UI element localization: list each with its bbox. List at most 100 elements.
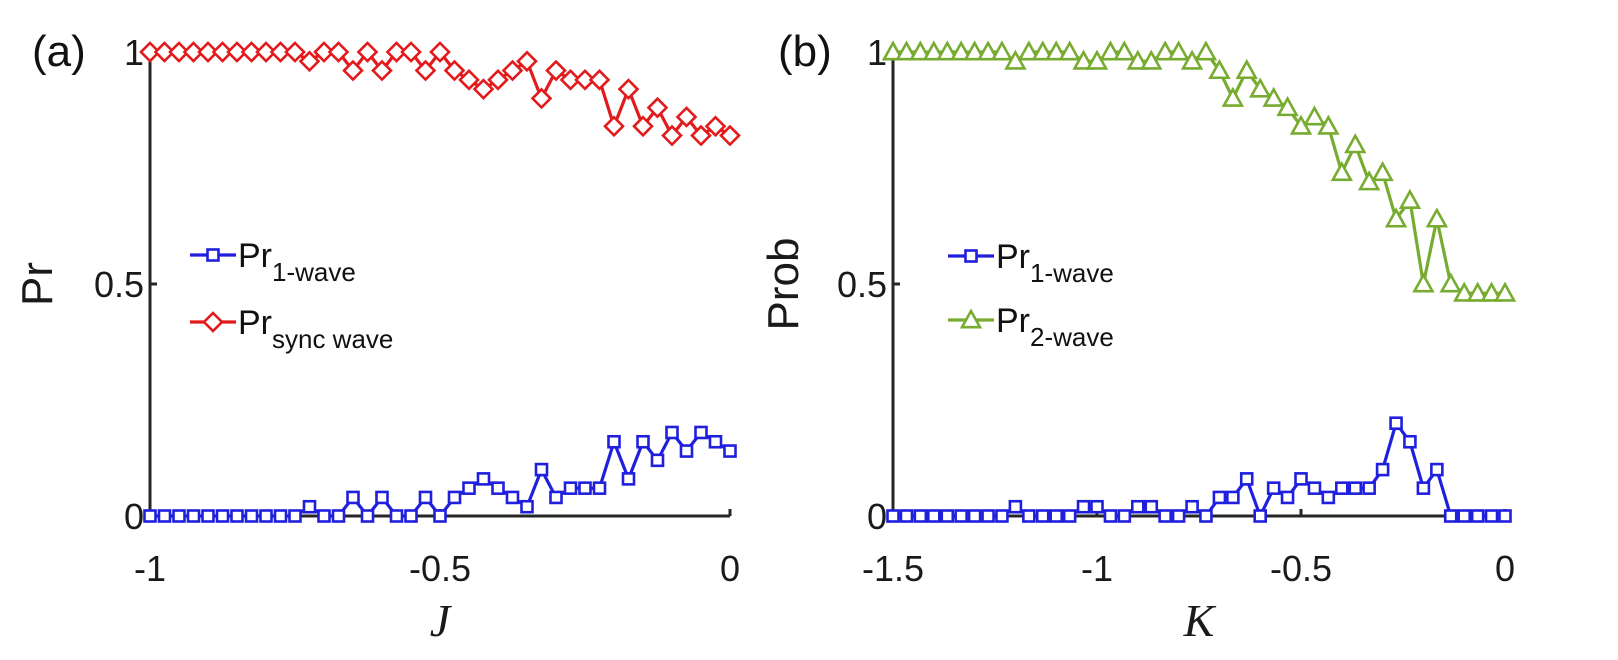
data-point-marker [418,490,433,505]
data-point-marker [1348,481,1363,495]
y-tick-label: 1 [124,32,144,73]
y-axis-label: Prob [759,238,808,331]
data-point-marker [1389,416,1403,431]
data-point-marker [559,69,582,91]
data-point-marker [704,115,727,138]
data-point-marker [665,425,679,440]
data-point-marker [621,472,636,486]
legend-label-subscript: 1-wave [272,257,356,287]
data-point-marker [617,78,640,100]
data-point-marker [592,481,607,495]
data-point-marker [990,40,1014,61]
data-point-marker [1008,499,1023,514]
data-point-marker [1239,472,1254,486]
data-point-marker [545,59,567,82]
data-point-marker [1371,160,1394,182]
data-point-marker [472,78,495,100]
legend-marker [959,308,983,329]
x-axis-label: J [430,595,453,646]
data-point-marker [211,41,234,63]
data-point-marker [1321,490,1336,505]
data-point-marker [476,472,491,486]
legend-label: Pr1-wave [996,238,1114,288]
data-point-marker [708,434,723,449]
x-tick-label: 0 [720,548,740,589]
data-point-marker [168,41,190,63]
data-point-marker [1153,40,1177,61]
data-point-marker [1185,499,1199,514]
y-axis-label: Pr [13,262,62,306]
data-point-marker [1412,272,1435,293]
data-point-marker [240,41,263,63]
data-point-marker [1452,281,1476,302]
data-point-marker [230,509,244,523]
data-point-marker [520,499,534,514]
legend-label-main: Pr [996,238,1030,276]
data-point-marker [909,40,932,61]
data-point-marker [1398,188,1422,209]
x-tick-label: -1.5 [862,548,924,589]
data-point-marker [197,41,219,63]
data-point-marker [1072,49,1095,70]
data-point-marker [1344,133,1367,154]
legend-marker [202,311,224,333]
data-point-marker [563,481,578,495]
data-point-marker [501,59,524,82]
series-2-wave [881,40,1517,302]
legend-label-main: Pr [238,304,272,342]
data-point-marker [313,41,335,63]
legend-label: Pr2-wave [996,302,1114,352]
data-point-marker [886,509,900,523]
data-point-marker [1303,105,1326,126]
data-point-marker [172,509,186,523]
data-point-marker [259,509,273,523]
legend-label: Prsync wave [238,304,393,354]
data-point-marker [650,453,665,468]
data-point-marker [963,40,986,61]
legend-entry: Pr2-wave [948,302,1114,352]
data-point-marker [302,499,317,514]
legend-label: Pr1-wave [238,237,356,287]
data-point-marker [1430,462,1444,477]
data-point-marker [1131,499,1145,514]
data-point-marker [288,509,302,523]
data-point-marker [139,41,161,63]
series-1-wave [886,416,1512,523]
data-point-marker [1457,509,1471,523]
data-point-marker [1090,499,1104,514]
data-point-marker [636,434,650,449]
panel-label: (a) [32,27,86,76]
data-point-marker [1493,281,1517,302]
data-point-marker [719,124,741,147]
data-point-marker [143,509,157,523]
series-sync-wave [139,41,741,147]
data-point-marker [1049,509,1063,523]
data-point-marker [1058,40,1081,61]
data-point-marker [1443,509,1458,523]
legend-label-subscript: sync wave [272,324,393,354]
data-point-marker [1076,499,1091,514]
data-point-marker [578,481,592,495]
data-point-marker [429,41,451,63]
data-point-marker [255,41,277,63]
data-point-marker [201,509,215,523]
data-point-marker [487,69,509,91]
data-point-marker [1498,509,1512,523]
data-point-marker [400,41,422,63]
y-tick-label: 0.5 [94,264,144,305]
data-point-marker [913,509,928,523]
data-point-marker [1335,481,1349,495]
data-point-marker [1416,481,1431,495]
series-1-wave [143,425,737,523]
x-tick-label: -1 [1081,548,1113,589]
data-point-marker [447,490,462,505]
legend-label-main: Pr [996,302,1030,340]
data-point-marker [679,444,694,458]
data-point-marker [1248,77,1272,98]
y-tick-label: 0.5 [837,264,887,305]
data-point-marker [549,490,563,505]
data-point-marker [1171,509,1186,523]
